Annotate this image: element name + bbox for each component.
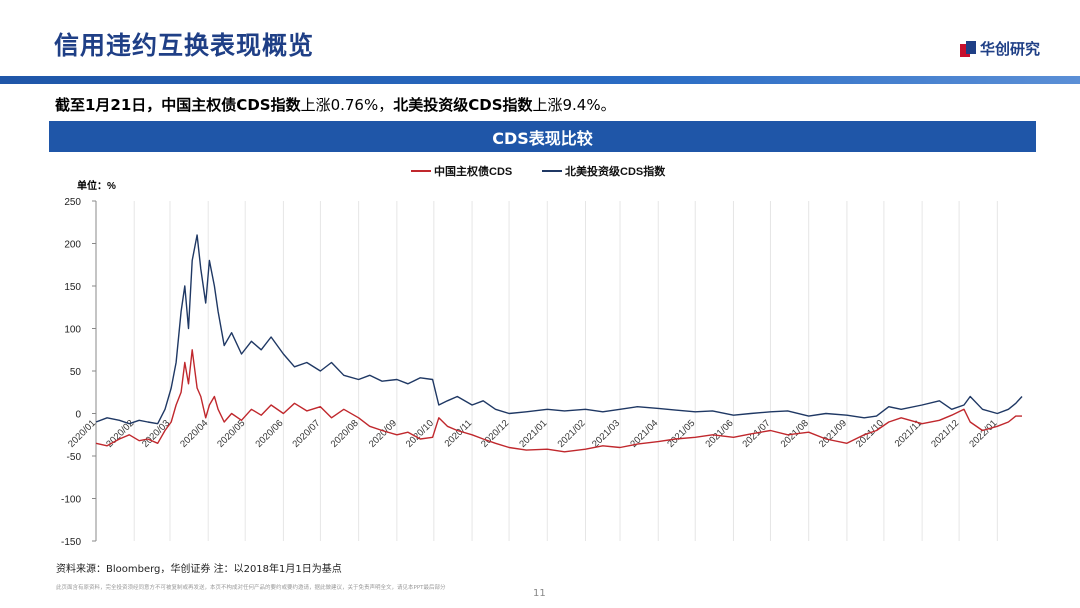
y-tick-label: 200 bbox=[64, 240, 81, 251]
unit-label: 单位：% bbox=[77, 179, 116, 192]
x-tick-label: 2020/12 bbox=[479, 418, 511, 450]
x-tick-label: 2021/06 bbox=[704, 418, 736, 450]
x-tick-label: 2020/07 bbox=[290, 418, 322, 450]
x-tick-label: 2021/09 bbox=[817, 418, 849, 450]
series-line bbox=[95, 234, 1023, 425]
x-tick-label: 2020/04 bbox=[178, 418, 210, 450]
chart-banner: CDS表现比较 bbox=[49, 121, 1036, 152]
logo-text: 华创研究 bbox=[979, 40, 1040, 58]
summary-china-change: 上涨0.76%， bbox=[300, 96, 394, 114]
x-tick-label: 2021/02 bbox=[556, 418, 588, 450]
summary-text: 截至1月21日，中国主权债CDS指数上涨0.76%，北美投资级CDS指数上涨9.… bbox=[55, 94, 616, 115]
x-tick-label: 2021/07 bbox=[741, 418, 773, 450]
y-tick-label: 150 bbox=[64, 282, 81, 293]
x-tick-label: 2021/05 bbox=[665, 418, 697, 450]
chart-banner-title: CDS表现比较 bbox=[492, 128, 593, 148]
x-tick-label: 2021/01 bbox=[517, 418, 549, 450]
y-tick-label: -100 bbox=[61, 495, 81, 506]
series-layer bbox=[95, 234, 1023, 453]
x-tick-label: 2020/10 bbox=[404, 418, 436, 450]
legend-label: 北美投资级CDS指数 bbox=[565, 164, 666, 178]
summary-na-label: 北美投资级CDS指数 bbox=[393, 96, 533, 114]
page-number: 11 bbox=[533, 588, 546, 599]
x-tick-label: 2020/05 bbox=[215, 418, 247, 450]
series-line bbox=[95, 349, 1022, 453]
x-tick-label: 2021/12 bbox=[929, 418, 961, 450]
y-tick-label: 100 bbox=[64, 325, 81, 336]
legend-label: 中国主权债CDS bbox=[434, 164, 512, 178]
x-tick-label: 2021/03 bbox=[590, 418, 622, 450]
x-tick-label: 2020/06 bbox=[253, 418, 285, 450]
y-tick-label: -50 bbox=[67, 452, 82, 463]
x-tick-label: 2021/10 bbox=[854, 418, 886, 450]
summary-na-change: 上涨9.4%。 bbox=[532, 96, 616, 114]
source-note: 资料来源：Bloomberg，华创证券 注：以2018年1月1日为基点 bbox=[56, 564, 342, 575]
y-tick-label: -150 bbox=[61, 537, 81, 548]
brand-logo: 华创研究 bbox=[959, 38, 1040, 59]
page-title: 信用违约互换表现概览 bbox=[54, 31, 315, 60]
logo-mark-icon bbox=[959, 40, 976, 57]
disclaimer: 此页面含有原资料，完全投资须经同意方不可被复制或再发送，本页不构成对任何产品的要… bbox=[56, 585, 446, 591]
x-tick-label: 2020/01 bbox=[66, 418, 98, 450]
y-tick-label: 50 bbox=[70, 367, 82, 378]
summary-china-label: 截至1月21日，中国主权债CDS指数 bbox=[55, 96, 301, 114]
header-divider bbox=[0, 76, 1080, 84]
y-tick-label: 0 bbox=[75, 410, 81, 421]
x-tick-label: 2020/08 bbox=[329, 418, 361, 450]
grid-layer bbox=[95, 201, 998, 541]
y-tick-label: 250 bbox=[64, 197, 81, 208]
x-tick-label: 2020/03 bbox=[140, 418, 172, 450]
legend: 中国主权债CDS 北美投资级CDS指数 bbox=[411, 164, 666, 178]
